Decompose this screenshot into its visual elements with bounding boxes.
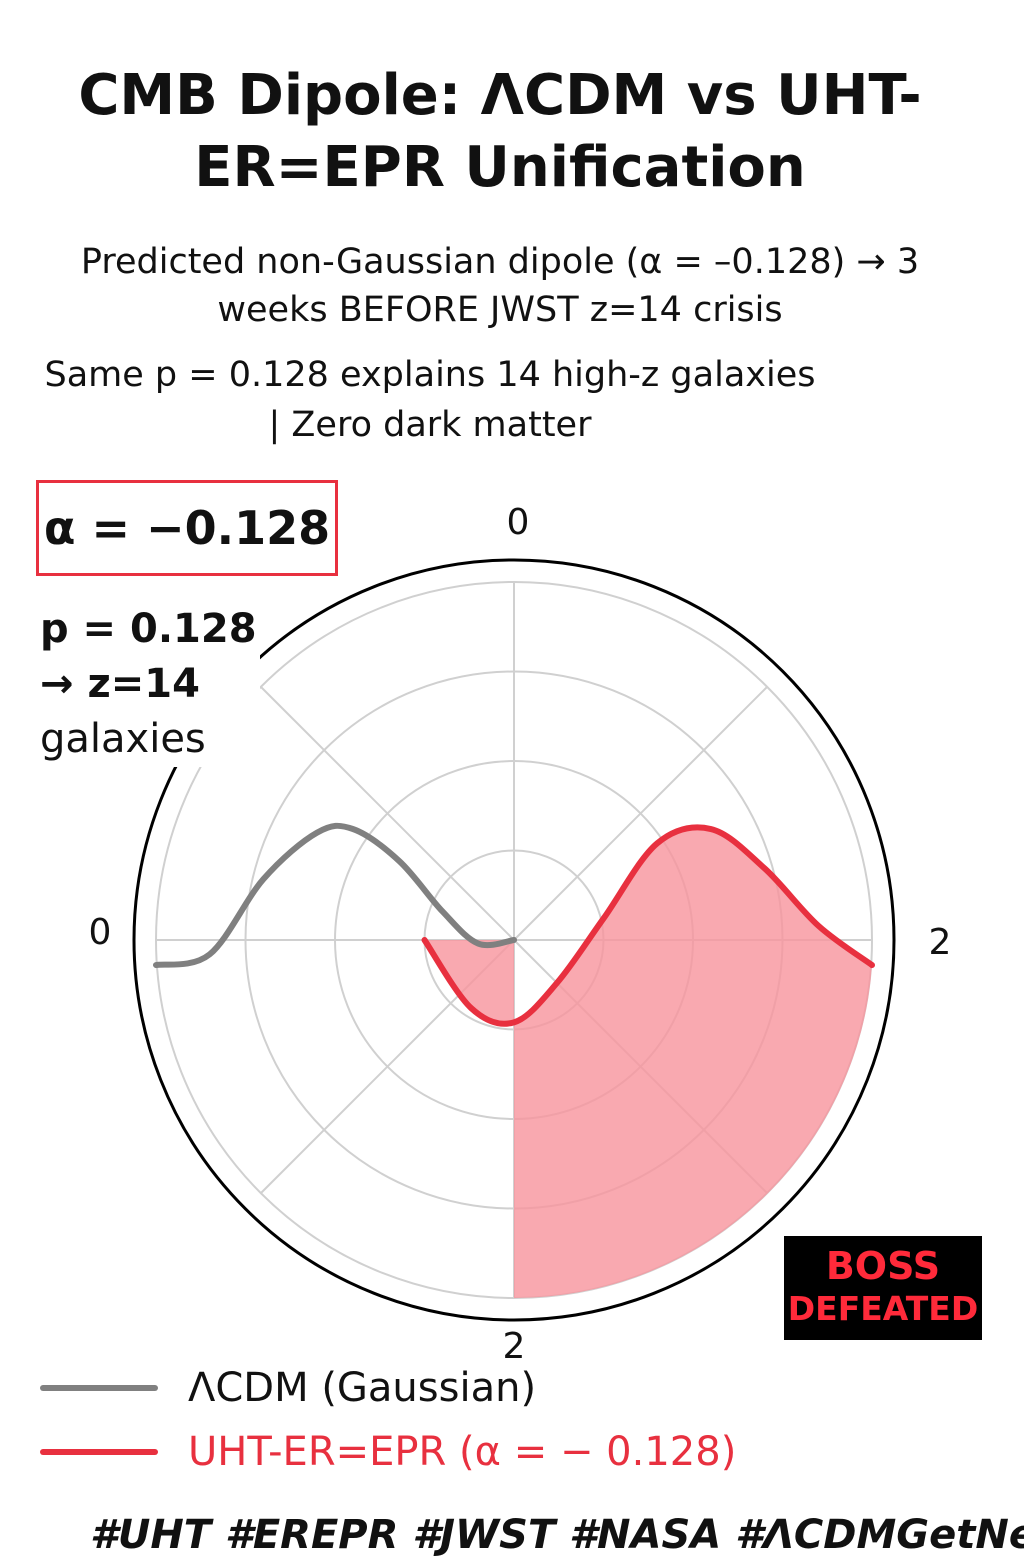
- legend-item-uht: UHT-ER=EPR (α = − 0.128): [40, 1420, 840, 1484]
- legend-item-lcdm: ΛCDM (Gaussian): [40, 1356, 840, 1420]
- boss-defeated-badge: BOSS DEFEATED: [784, 1236, 982, 1340]
- legend-label-lcdm: ΛCDM (Gaussian): [188, 1365, 537, 1411]
- p-annotation-line-1: p = 0.128: [40, 606, 257, 652]
- title-line-2: ER=EPR Unification: [194, 135, 806, 200]
- angular-tick-label-1: 2: [929, 922, 952, 963]
- series-line-1: [421, 824, 875, 1027]
- p-annotation: p = 0.128 → z=14 galaxies: [40, 602, 260, 767]
- legend-swatch-lcdm: [40, 1385, 158, 1391]
- uht-fill-region: [424, 827, 872, 1299]
- legend-swatch-uht: [40, 1449, 158, 1455]
- angular-gridline-3: [260, 686, 515, 941]
- badge-line-1: BOSS: [825, 1244, 941, 1288]
- angular-gridline-1: [513, 686, 768, 941]
- subtitle-line-2: weeks BEFORE JWST z=14 crisis: [217, 290, 783, 330]
- note-line-2: | Zero dark matter: [268, 405, 592, 445]
- note-line-1: Same p = 0.128 explains 14 high-z galaxi…: [44, 355, 816, 395]
- badge-line-2: DEFEATED: [787, 1289, 979, 1328]
- chart-subtitle: Predicted non-Gaussian dipole (α = –0.12…: [0, 238, 1000, 334]
- chart-note: Same p = 0.128 explains 14 high-z galaxi…: [30, 350, 830, 450]
- p-annotation-line-2: → z=14: [40, 661, 200, 707]
- chart-title: CMB Dipole: ΛCDM vs UHT- ER=EPR Unificat…: [0, 60, 1000, 204]
- legend: ΛCDM (Gaussian) UHT-ER=EPR (α = − 0.128): [40, 1356, 840, 1484]
- title-line-1: CMB Dipole: ΛCDM vs UHT-: [78, 63, 922, 128]
- subtitle-line-1: Predicted non-Gaussian dipole (α = –0.12…: [80, 242, 920, 282]
- angular-tick-label-3: 0: [89, 912, 112, 953]
- hashtags: #UHT #EREPR #JWST #NASA #ΛCDMGetNerfed: [90, 1512, 1024, 1558]
- legend-label-uht: UHT-ER=EPR (α = − 0.128): [188, 1429, 737, 1475]
- angular-tick-label-0: 0: [507, 502, 530, 543]
- polar-outer-circle: [132, 558, 896, 1322]
- polar-chart: 0 2 2 0: [89, 502, 952, 1367]
- angular-tick-label-2: 2: [503, 1326, 526, 1367]
- series-line-0: [153, 822, 517, 969]
- alpha-value-box: α = −0.128: [36, 480, 338, 576]
- p-annotation-line-3: galaxies: [40, 716, 206, 762]
